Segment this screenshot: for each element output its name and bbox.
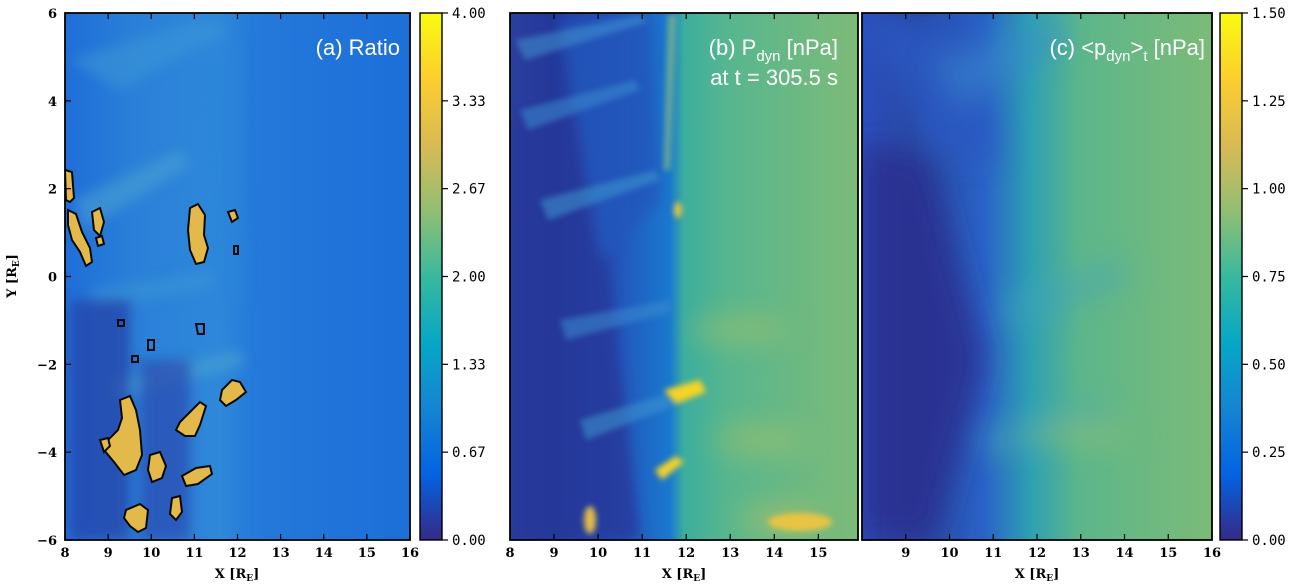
panel-b-title-time: at t = 305.5 s [710, 65, 838, 90]
x-tick-label: 12 [1028, 546, 1046, 561]
y-tick-label: 0 [48, 271, 57, 286]
colorbar-tick-label: 0.50 [1252, 357, 1286, 373]
x-tick-label: 16 [401, 546, 419, 561]
panel-c-colorbar-ticks: 0.00 0.25 0.50 0.75 1.00 1.25 1.50 [1242, 6, 1286, 549]
y-tick-label: −4 [37, 446, 57, 461]
y-tick-label: −6 [37, 534, 57, 549]
y-tick-label: 4 [48, 95, 57, 110]
panel-b-title: (b) Pdyn [nPa] [709, 35, 838, 65]
panel-b-axes: 8 9 10 11 12 13 14 15 [505, 13, 827, 561]
x-tick-label: 11 [984, 546, 1002, 561]
x-tick-label: 9 [104, 546, 113, 561]
x-tick-label: 12 [677, 546, 695, 561]
x-tick-label: 14 [315, 546, 333, 561]
panel-c-axes: 9 10 11 12 13 14 15 16 [901, 13, 1221, 561]
colorbar-tick-label: 1.50 [1252, 6, 1286, 22]
colorbar-tick-label: 2.00 [452, 270, 486, 286]
panel-c-heatmap [862, 13, 1212, 540]
panel-b: (b) Pdyn [nPa] at t = 305.5 s 8 9 10 11 12 13… [505, 12, 859, 584]
panel-a-heatmap [65, 13, 410, 540]
panel-a-title: (a) Ratio [316, 35, 400, 60]
x-tick-label: 11 [185, 546, 203, 561]
x-tick-label: 12 [228, 546, 246, 561]
panel-c-xlabel: X [RE] [1015, 567, 1060, 584]
colorbar-tick-label: 0.00 [452, 533, 486, 549]
y-tick-label: 2 [48, 183, 57, 198]
panel-c: (c) <pdyn>t [nPa] 9 10 11 12 13 14 15 16 X [RE]… [861, 6, 1286, 584]
x-tick-label: 9 [901, 546, 910, 561]
panel-a-hotspots [65, 168, 248, 534]
colorbar-tick-label: 1.33 [452, 357, 486, 373]
x-tick-label: 11 [633, 546, 651, 561]
x-tick-label: 13 [1072, 546, 1090, 561]
y-tick-label: 6 [48, 7, 57, 22]
panel-c-title: (c) <pdyn>t [nPa] [1049, 35, 1205, 65]
colorbar-tick-label: 0.25 [1252, 445, 1286, 461]
x-tick-label: 8 [60, 546, 69, 561]
x-tick-label: 9 [550, 546, 559, 561]
x-tick-label: 10 [142, 546, 160, 561]
panel-a-axes: 8 9 10 11 12 13 14 15 16 −6 −4 −2 0 2 4 6 [37, 7, 419, 561]
panel-a-ylabel: Y [RE] [5, 254, 22, 299]
colorbar-tick-label: 0.75 [1252, 270, 1286, 286]
colorbar-tick-label: 0.00 [1252, 533, 1286, 549]
panel-b-xlabel: X [RE] [662, 567, 707, 584]
panel-a-colorbar-ticks: 0.00 0.67 1.33 2.00 2.67 3.33 4.00 [442, 6, 486, 549]
panel-a-xlabel: X [RE] [215, 567, 260, 584]
panel-a-colorbar [419, 12, 443, 541]
x-tick-label: 8 [505, 546, 514, 561]
colorbar-tick-label: 2.67 [452, 182, 486, 198]
x-tick-label: 16 [1203, 546, 1221, 561]
x-tick-label: 14 [765, 546, 783, 561]
colorbar-tick-label: 4.00 [452, 6, 486, 22]
x-tick-label: 13 [272, 546, 290, 561]
panel-b-heatmap [510, 13, 858, 540]
x-tick-label: 15 [809, 546, 827, 561]
panel-c-colorbar [1219, 12, 1243, 541]
panel-a: (a) Ratio 8 9 10 11 12 13 14 15 16 −6 −4 −2 0 2 4 6 X [… [5, 6, 486, 584]
x-tick-label: 10 [940, 546, 958, 561]
colorbar-tick-label: 0.67 [452, 445, 486, 461]
colorbar-tick-label: 1.25 [1252, 94, 1286, 110]
colorbar-tick-label: 1.00 [1252, 182, 1286, 198]
x-tick-label: 15 [1159, 546, 1177, 561]
x-tick-label: 15 [358, 546, 376, 561]
x-tick-label: 13 [721, 546, 739, 561]
y-tick-label: −2 [37, 358, 57, 373]
x-tick-label: 14 [1115, 546, 1133, 561]
x-tick-label: 10 [589, 546, 607, 561]
colorbar-tick-label: 3.33 [452, 94, 486, 110]
